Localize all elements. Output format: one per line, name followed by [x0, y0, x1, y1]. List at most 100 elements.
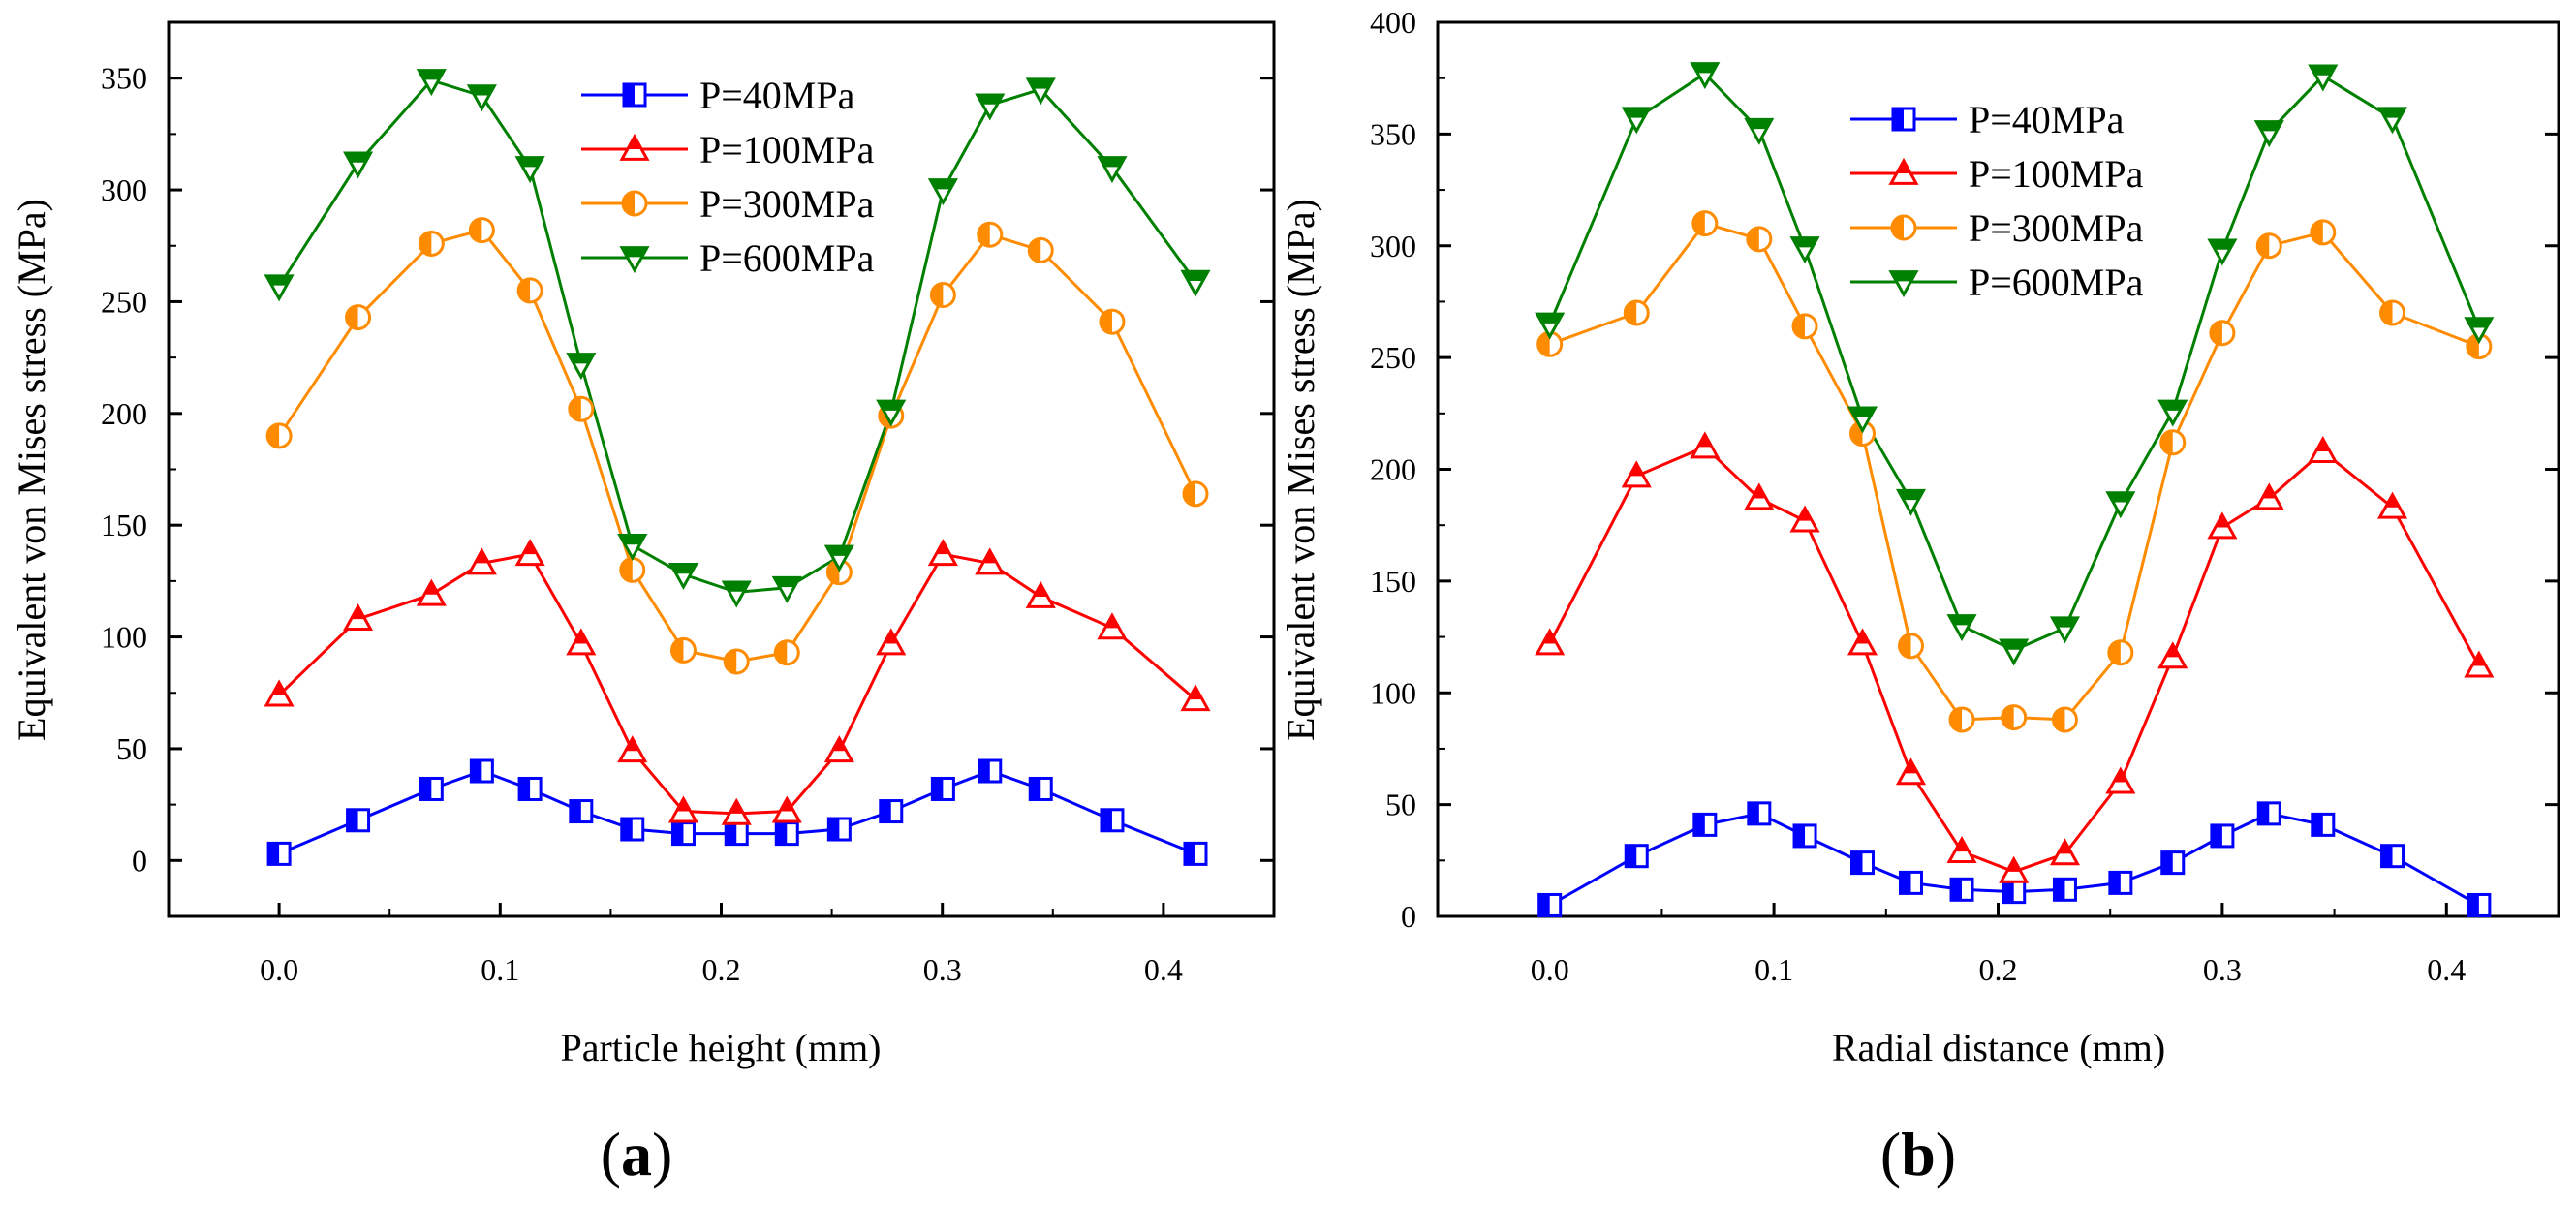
y-tick-label: 350: [101, 61, 147, 96]
data-point: [1897, 633, 1924, 660]
data-point: [620, 817, 645, 842]
panel-label-a: (a): [601, 1120, 673, 1189]
data-point: [416, 578, 447, 606]
data-point: [1946, 614, 1977, 642]
data-point: [2108, 870, 2133, 895]
legend-label: P=100MPa: [1969, 152, 2144, 196]
data-point: [2310, 219, 2337, 246]
data-point: [346, 808, 371, 833]
data-point: [2376, 491, 2408, 519]
data-point: [826, 817, 852, 842]
legend-marker: [619, 133, 650, 161]
data-point: [724, 821, 749, 847]
data-point: [1180, 269, 1211, 297]
data-point: [1691, 210, 1719, 237]
data-point: [1025, 580, 1056, 608]
data-point: [1948, 706, 1975, 733]
legend-marker: [1888, 270, 1919, 298]
legend-label: P=300MPa: [1969, 206, 2144, 250]
data-point: [927, 178, 958, 206]
data-point: [1690, 62, 1721, 90]
y-tick-label: 50: [1385, 788, 1416, 822]
data-point: [1537, 892, 1563, 917]
data-point: [1535, 628, 1566, 656]
data-point: [975, 93, 1006, 121]
data-point: [466, 547, 497, 575]
data-point: [1789, 505, 1820, 533]
data-point: [264, 679, 295, 707]
data-point: [930, 776, 955, 801]
data-point: [2049, 616, 2081, 644]
legend-item: P=40MPa: [1850, 98, 2125, 141]
data-point: [343, 151, 374, 179]
data-point: [1690, 431, 1721, 459]
data-point: [721, 580, 752, 608]
x-tick-label: 0.0: [1531, 952, 1569, 987]
data-point: [617, 534, 648, 562]
data-point: [1789, 236, 1820, 264]
data-point: [823, 544, 854, 572]
legend-item: P=600MPa: [581, 236, 875, 280]
data-point: [1025, 77, 1056, 106]
data-point: [1744, 482, 1775, 510]
data-point: [1692, 812, 1718, 837]
legend-item: P=100MPa: [1850, 152, 2144, 196]
data-point: [1536, 330, 1564, 357]
data-point: [669, 636, 697, 664]
data-point: [2157, 399, 2188, 427]
y-tick-label: 0: [132, 843, 147, 878]
x-ticks-a: 0.0 0.1 0.2 0.3 0.4: [260, 903, 1183, 987]
data-point: [2253, 120, 2284, 148]
data-point: [1744, 117, 1775, 145]
data-point: [771, 575, 802, 603]
data-point: [2105, 491, 2136, 519]
data-point: [265, 422, 293, 449]
data-point: [1946, 835, 1977, 863]
legend-item: P=300MPa: [1850, 206, 2144, 250]
data-point: [2049, 838, 2081, 866]
y-tick-label: 200: [1370, 452, 1416, 487]
x-tick-label: 0.0: [260, 952, 298, 987]
data-point: [1535, 312, 1566, 340]
data-point: [879, 799, 904, 824]
data-point: [667, 563, 699, 591]
data-point: [1999, 638, 2030, 666]
legend-label: P=40MPa: [699, 74, 855, 117]
data-point: [416, 69, 447, 97]
y-ticks-b: 0 50 100 150 200 250 300 350 400: [1370, 5, 2559, 934]
legend-label: P=600MPa: [1969, 261, 2144, 304]
data-point: [975, 547, 1006, 575]
data-point: [1100, 808, 1125, 833]
data-point: [2002, 880, 2027, 905]
y-tick-label: 200: [101, 396, 147, 431]
data-point: [566, 628, 597, 656]
legend-a: P=40MPa P=100MPa P=300MPa P=600MPa: [581, 74, 875, 280]
panel-label-b: (b): [1880, 1120, 1956, 1189]
y-tick-label: 0: [1401, 899, 1416, 934]
data-point: [723, 648, 750, 675]
legend-marker: [621, 190, 648, 217]
data-point: [2464, 650, 2495, 678]
y-tick-label: 250: [1370, 340, 1416, 375]
x-axis-title-a: Particle height (mm): [560, 1026, 881, 1069]
data-point: [1099, 308, 1126, 335]
data-point: [1895, 757, 1927, 786]
data-point: [617, 735, 648, 763]
data-point: [1895, 488, 1927, 516]
y-ticks-a: 0 50 100 150 200 250 300 350: [101, 61, 1274, 878]
data-point: [2308, 435, 2339, 463]
data-point: [2308, 64, 2339, 92]
y-tick-label: 150: [1370, 564, 1416, 599]
data-point: [1898, 870, 1923, 895]
data-point: [667, 795, 699, 823]
legend-item: P=600MPa: [1850, 261, 2144, 304]
data-point: [1027, 236, 1054, 263]
series-markers-b: [1535, 62, 2495, 917]
data-point: [2051, 706, 2078, 733]
data-point: [1621, 107, 1652, 135]
x-tick-label: 0.1: [481, 952, 519, 987]
data-point: [418, 230, 445, 257]
data-point: [468, 217, 495, 244]
data-point: [343, 603, 374, 632]
data-point: [2253, 482, 2284, 510]
